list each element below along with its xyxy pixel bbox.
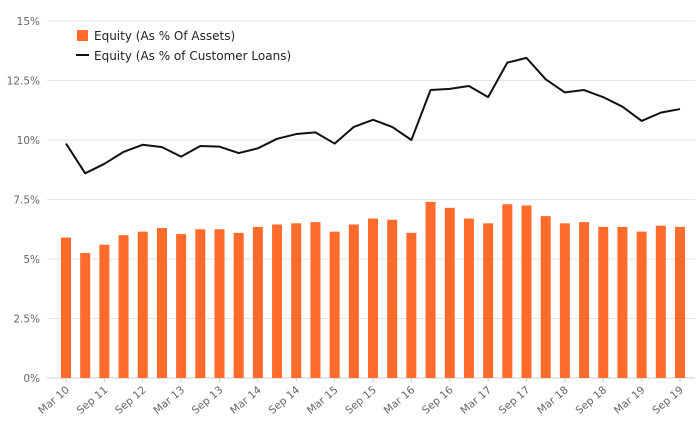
bar <box>521 205 532 378</box>
bar <box>329 231 340 378</box>
bar <box>272 224 283 378</box>
bar-series-equity-assets <box>61 201 685 378</box>
y-tick-label: 12.5% <box>7 76 40 88</box>
bar <box>99 244 110 378</box>
x-axis-ticks: Mar 10 Sep 11 Sep 12 Mar 13 Sep 13 Mar 14 Sep … <box>36 378 686 417</box>
bar <box>463 218 474 378</box>
bar <box>233 232 244 378</box>
bar <box>636 231 647 378</box>
bar <box>559 223 570 378</box>
series-line <box>65 56 681 175</box>
y-axis-ticks: 0% 2.5% 5% 7.5% 10% 12.5% 15% <box>7 16 40 385</box>
bar <box>61 237 71 378</box>
x-tick-label: Mar 16 <box>382 384 418 417</box>
bar <box>675 226 685 378</box>
bar <box>176 234 187 378</box>
x-tick-label: Sep 17 <box>497 384 533 417</box>
bar <box>617 226 628 378</box>
bar <box>502 204 513 378</box>
bar <box>425 201 436 378</box>
legend-swatch-bar <box>77 30 88 41</box>
bar <box>214 229 225 378</box>
x-tick-label: Mar 15 <box>305 384 341 417</box>
bar <box>195 229 206 378</box>
legend-label-line: Equity (As % of Customer Loans) <box>94 49 291 63</box>
y-tick-label: 7.5% <box>13 195 40 207</box>
bar <box>368 218 378 378</box>
x-tick-label: Mar 18 <box>535 384 571 417</box>
x-tick-label: Sep 12 <box>113 384 149 417</box>
bar <box>80 253 91 378</box>
bar <box>387 219 398 378</box>
y-tick-label: 15% <box>17 16 40 28</box>
x-tick-label: Sep 11 <box>75 384 111 417</box>
bar <box>348 224 359 378</box>
x-tick-label: Mar 17 <box>458 384 494 417</box>
bar <box>579 222 590 378</box>
y-tick-label: 2.5% <box>13 314 40 326</box>
bar <box>655 225 666 378</box>
bar <box>598 226 609 378</box>
bar <box>252 226 263 378</box>
bar <box>291 223 302 378</box>
bar <box>156 228 167 378</box>
x-tick-label: Sep 19 <box>650 384 686 417</box>
legend-label-bar: Equity (As % Of Assets) <box>94 29 235 43</box>
legend: Equity (As % Of Assets) Equity (As % of … <box>76 29 291 63</box>
x-tick-label: Mar 13 <box>151 384 187 417</box>
y-tick-label: 10% <box>17 135 40 147</box>
x-tick-label: Sep 14 <box>267 384 303 417</box>
x-tick-label: Mar 14 <box>228 384 264 417</box>
y-tick-label: 0% <box>23 373 40 385</box>
y-tick-label: 5% <box>23 254 40 266</box>
x-tick-label: Sep 15 <box>343 384 379 417</box>
x-tick-label: Mar 19 <box>612 384 648 417</box>
line-series-equity-loans <box>65 56 681 175</box>
bar <box>310 222 321 378</box>
x-tick-label: Sep 13 <box>190 384 226 417</box>
x-tick-label: Sep 18 <box>574 384 610 417</box>
x-tick-label: Sep 16 <box>420 384 456 417</box>
bar <box>118 235 129 378</box>
bar <box>406 232 417 378</box>
bar <box>483 223 494 378</box>
bar <box>540 216 551 378</box>
bar <box>137 231 148 378</box>
bar <box>444 207 455 378</box>
x-tick-label: Mar 10 <box>36 384 72 417</box>
